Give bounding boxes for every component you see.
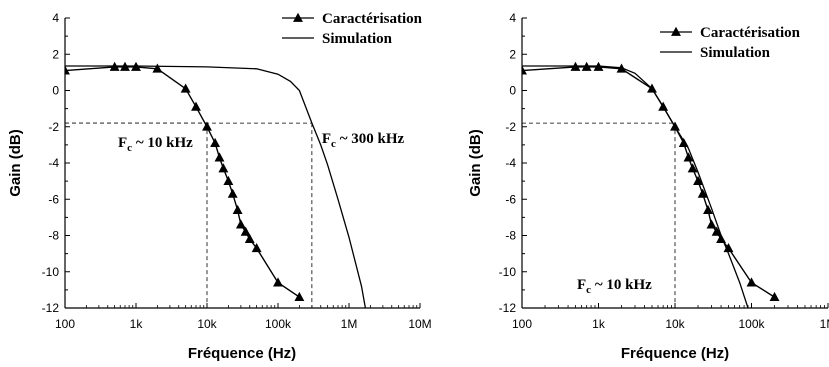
x-axis-title: Fréquence (Hz)	[188, 345, 296, 362]
legend-swatch-triangle	[671, 26, 681, 36]
x-axis-title: Fréquence (Hz)	[621, 345, 729, 362]
legend-label: Simulation	[700, 45, 771, 61]
x-tick-label: 100k	[265, 317, 292, 331]
y-tick-label: -2	[48, 120, 59, 134]
x-tick-label: 1M	[341, 317, 358, 331]
y-tick-label: -12	[42, 301, 60, 315]
y-tick-label: -4	[48, 156, 59, 170]
data-point-caracterisation	[232, 204, 243, 215]
x-tick-label: 100	[512, 317, 532, 331]
series-line-caracterisation	[522, 66, 775, 298]
series-group	[65, 61, 367, 308]
legend-label: Caractérisation	[322, 11, 423, 27]
x-tick-label: 10M	[408, 317, 431, 331]
data-point-caracterisation	[202, 121, 212, 131]
series-line-simulation	[65, 65, 367, 308]
data-point-caracterisation	[273, 277, 283, 287]
x-tick-label: 100	[55, 317, 75, 331]
data-point-caracterisation	[191, 101, 201, 111]
data-point-caracterisation	[214, 152, 225, 162]
data-point-caracterisation	[687, 163, 698, 173]
data-point-caracterisation	[522, 65, 527, 75]
data-point-caracterisation	[683, 152, 694, 162]
y-tick-label: 0	[52, 84, 59, 98]
y-tick-label: -10	[42, 265, 60, 279]
data-point-caracterisation	[235, 219, 246, 229]
data-point-caracterisation	[210, 137, 221, 147]
data-point-caracterisation	[251, 242, 262, 253]
y-tick-label: 4	[509, 11, 516, 25]
x-tick-label: 1k	[130, 317, 144, 331]
y-tick-label: 2	[509, 47, 516, 61]
series-group	[522, 61, 780, 308]
data-point-caracterisation	[706, 219, 717, 229]
data-point-caracterisation	[244, 233, 255, 244]
chart-panel-1: 4 2 0 -2 -4 -6 -8 -10 -12 100 1k 10k 100k 1M 10M Fréque…	[7, 11, 432, 362]
x-tick-label: 100k	[738, 317, 765, 331]
y-axis-title: Gain (dB)	[467, 129, 484, 197]
y-tick-label: -8	[48, 229, 59, 243]
series-line-caracterisation	[65, 66, 300, 298]
data-point-caracterisation	[223, 175, 234, 186]
y-tick-label: -10	[499, 265, 517, 279]
data-point-caracterisation	[227, 188, 238, 198]
legend: Caractérisation Simulation	[660, 25, 801, 61]
y-axis-title: Gain (dB)	[7, 129, 24, 197]
data-point-caracterisation	[697, 188, 708, 198]
data-point-caracterisation	[723, 242, 734, 253]
x-tick-label: 1M	[820, 317, 829, 331]
cutoff-annotation: Fc ~ 10 kHz	[577, 277, 652, 296]
data-point-caracterisation	[711, 226, 722, 236]
legend-label: Caractérisation	[700, 25, 801, 41]
cutoff-annotation: Fc ~ 10 kHz	[118, 135, 193, 154]
data-point-caracterisation	[218, 163, 229, 173]
legend-swatch-triangle	[293, 12, 303, 22]
y-tick-label: -6	[48, 192, 59, 206]
y-tick-label: -12	[499, 301, 517, 315]
data-point-caracterisation	[180, 83, 191, 93]
y-tick-label: -8	[505, 229, 516, 243]
y-tick-label: -6	[505, 192, 516, 206]
data-point-caracterisation	[746, 277, 757, 287]
data-point-caracterisation	[152, 63, 163, 73]
cutoff-annotation: Fc ~ 300 kHz	[322, 131, 405, 150]
data-point-caracterisation	[769, 291, 780, 302]
data-point-caracterisation	[703, 204, 713, 215]
series-line-simulation	[522, 65, 749, 308]
x-tick-label: 10k	[197, 317, 217, 331]
x-tick-label: 10k	[665, 317, 685, 331]
data-point-caracterisation	[693, 175, 703, 186]
y-tick-label: -4	[505, 156, 516, 170]
y-tick-label: -2	[505, 120, 516, 134]
chart-panel-2: 4 2 0 -2 -4 -6 -8 -10 -12 100 1k 10k 100k 1M Fréquence…	[467, 11, 829, 362]
data-point-caracterisation	[294, 291, 305, 302]
x-tick-label: 1k	[592, 317, 606, 331]
y-tick-label: 2	[52, 47, 59, 61]
data-point-caracterisation	[240, 226, 251, 236]
data-point-caracterisation	[65, 65, 70, 75]
legend: Caractérisation Simulation	[282, 11, 423, 47]
legend-label: Simulation	[322, 31, 393, 47]
y-tick-label: 0	[509, 84, 516, 98]
y-tick-label: 4	[52, 11, 59, 25]
